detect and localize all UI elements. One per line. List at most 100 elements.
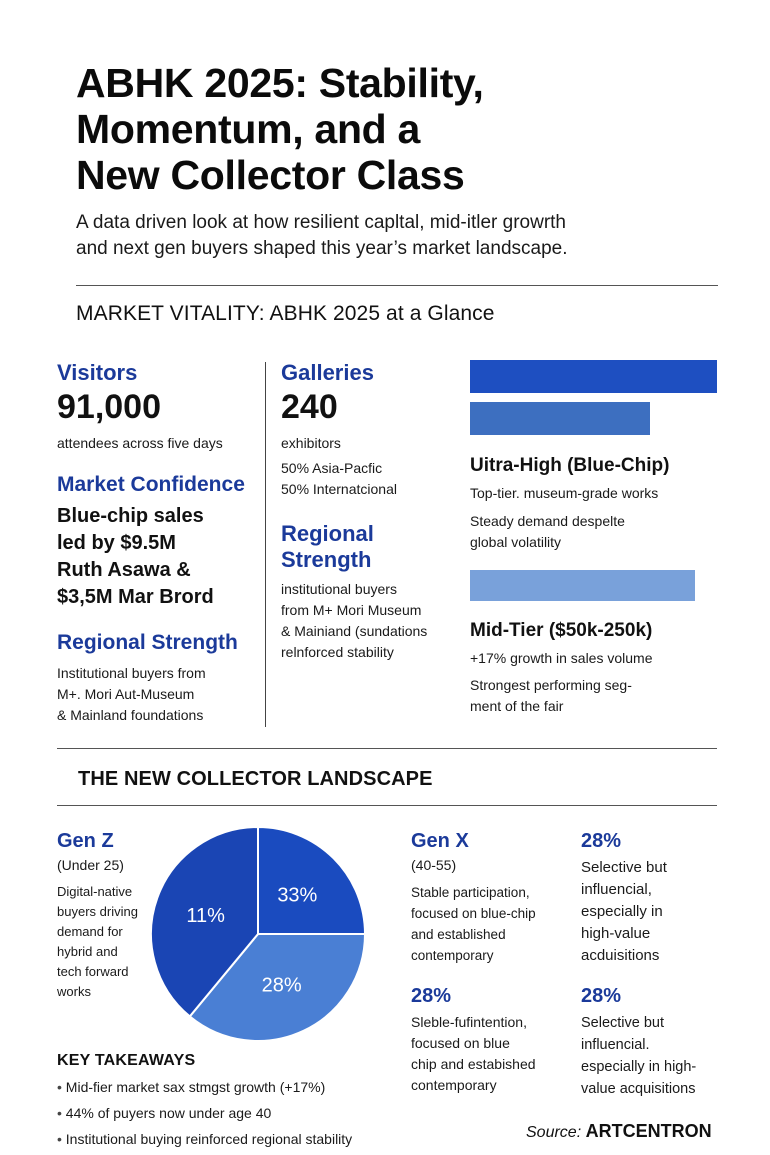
collector-pie-chart: 33% 28% 11%	[150, 825, 367, 1042]
col-a2-block: 28% Sleble-fufintention, focused on blue…	[411, 985, 581, 1096]
col-a2-line-4: contemporary	[411, 1077, 497, 1093]
genx-line-1: Stable participation,	[411, 885, 530, 900]
tier-bar-3	[470, 570, 695, 601]
takeaway-item: Mid-fier market sax stmgst growth (+17%)	[57, 1074, 417, 1100]
regional-left-block: Regional Strength Institutional buyers f…	[57, 631, 267, 726]
ultra-block: Uitra-High (Blue-Chip) Top-tier. museum-…	[470, 452, 730, 553]
genx-line-4: contemporary	[411, 948, 494, 963]
collectors-heading: THE NEW COLLECTOR LANDSCAPE	[78, 768, 433, 790]
col-b2-line-2: influencial.	[581, 1037, 650, 1053]
genx-label: Gen X	[411, 830, 469, 852]
col-a2-desc: Sleble-fufintention, focused on blue chi…	[411, 1012, 581, 1096]
visitors-label: Visitors	[57, 360, 138, 385]
col-b1-desc: Selective but influencial, especially in…	[581, 857, 731, 967]
genz-desc: Digital-native buyers driving demand for…	[57, 882, 167, 1002]
galleries-split-2: 50% Internatcional	[281, 481, 397, 497]
col-b1-line-4: high-value	[581, 925, 651, 942]
pie-slice-3	[150, 825, 259, 1018]
confidence-line-1: Blue-chip sales	[57, 505, 204, 527]
col-b1-pct: 28%	[581, 830, 622, 852]
confidence-label: Market Confidence	[57, 473, 245, 496]
col-b2-line-4: value acquisitions	[581, 1081, 696, 1097]
genz-age: (Under 25)	[57, 857, 124, 873]
col-a2-line-2: focused on blue	[411, 1035, 510, 1051]
genz-line-2: buyers driving	[57, 904, 138, 919]
confidence-line-2: led by $9.5M	[57, 532, 176, 554]
genz-line-1: Digital-native	[57, 884, 133, 899]
col-b1-line-3: especially in	[581, 903, 663, 920]
takeaways-list: Mid-fier market sax stmgst growth (+17%)…	[57, 1074, 417, 1152]
confidence-block: Market Confidence Blue-chip sales led by…	[57, 473, 267, 611]
regional-left-line-1: Institutional buyers from	[57, 665, 206, 681]
confidence-line-3: Ruth Asawa &	[57, 559, 191, 581]
col-b2-line-1: Selective but	[581, 1015, 665, 1031]
regional-left-label: Regional Strength	[57, 631, 238, 654]
galleries-value: 240	[281, 388, 338, 426]
genz-line-6: works	[57, 984, 91, 999]
pie-label-1: 33%	[277, 885, 317, 907]
takeaway-item: 44% of puyers now under age 40	[57, 1100, 417, 1126]
genx-block: Gen X (40-55) Stable participation, focu…	[411, 830, 571, 966]
galleries-block: Galleries 240 exhibitors 50% Asia-Pacfic…	[281, 360, 461, 500]
source-credit: Source: ARTCENTRON	[526, 1121, 712, 1142]
confidence-line-4: $3,5M Mar Brord	[57, 586, 214, 608]
source-name: ARTCENTRON	[585, 1121, 712, 1141]
galleries-label: Galleries	[281, 360, 374, 385]
divider-top	[76, 285, 718, 286]
source-label: Source:	[526, 1124, 582, 1141]
ultra-line-1: Top-tier. museum-grade works	[470, 485, 659, 501]
subtitle-line-1: A data driven look at how resilient capl…	[76, 212, 567, 233]
genz-line-4: hybrid and	[57, 944, 118, 959]
takeaways-heading: KEY TAKEAWAYS	[57, 1052, 196, 1069]
genx-age: (40-55)	[411, 857, 457, 873]
page-title: ABHK 2025: Stability, Momentum, and a Ne…	[76, 60, 736, 198]
takeaway-item: Institutional buying reinforced regional…	[57, 1126, 417, 1152]
col-a2-line-3: chip and estabished	[411, 1056, 536, 1072]
col-b2-line-3: especially in high-	[581, 1059, 697, 1075]
col-b2-pct: 28%	[581, 985, 622, 1007]
title-line-2: Momentum, and a	[76, 106, 421, 152]
tier-bar-1	[470, 360, 717, 393]
ultra-line-2: Steady demand despelte	[470, 513, 625, 529]
pie-label-2: 28%	[262, 974, 302, 996]
col-a2-line-1: Sleble-fufintention,	[411, 1014, 527, 1030]
regional-mid-line-4: relnforced stability	[281, 644, 394, 660]
regional-mid-label-2: Strength	[281, 547, 372, 572]
regional-left-line-3: & Mainland foundations	[57, 707, 204, 723]
visitors-block: Visitors 91,000 attendees across five da…	[57, 360, 267, 454]
genx-desc: Stable participation, focused on blue-ch…	[411, 882, 571, 966]
genx-line-3: and established	[411, 927, 506, 942]
genz-label: Gen Z	[57, 830, 114, 852]
pie-slice-2	[188, 933, 367, 1042]
pie-slice-1	[257, 825, 367, 935]
regional-mid-line-1: institutional buyers	[281, 581, 397, 597]
visitors-note: attendees across five days	[57, 435, 223, 451]
title-line-3: New Collector Class	[76, 152, 465, 198]
tier-bar-chart	[470, 360, 717, 601]
col-b1-block: 28% Selective but influencial, especiall…	[581, 830, 731, 967]
ultra-label: Uitra-High (Blue-Chip)	[470, 455, 670, 476]
regional-mid-line-3: & Mainiand (sundations	[281, 623, 428, 639]
takeaways-block: KEY TAKEAWAYS Mid-fier market sax stmgst…	[57, 1052, 417, 1152]
column-divider	[265, 362, 266, 727]
pie-label-3: 11%	[186, 905, 225, 927]
mid-tier-line-2: Strongest performing seg-	[470, 677, 632, 693]
visitors-value: 91,000	[57, 388, 161, 426]
col-b2-block: 28% Selective but influencial. especiall…	[581, 985, 731, 1100]
divider-mid	[57, 748, 717, 749]
genx-line-2: focused on blue-chip	[411, 906, 536, 921]
col-b1-line-2: influencial,	[581, 881, 652, 898]
regional-mid-block: Regional Strength institutional buyers f…	[281, 521, 461, 663]
title-line-1: ABHK 2025: Stability,	[76, 60, 484, 106]
genz-block: Gen Z (Under 25) Digital-native buyers d…	[57, 830, 167, 1002]
mid-tier-line-1: +17% growth in sales volume	[470, 650, 653, 666]
mid-tier-label: Mid-Tier ($50k-250k)	[470, 620, 653, 641]
genz-line-3: demand for	[57, 924, 123, 939]
subtitle-line-2: and next gen buyers shaped this year’s m…	[76, 238, 568, 259]
galleries-note: exhibitors	[281, 435, 341, 451]
col-a2-pct: 28%	[411, 985, 452, 1007]
genz-line-5: tech forward	[57, 964, 129, 979]
galleries-split-1: 50% Asia-Pacfic	[281, 460, 383, 476]
tier-bar-2	[470, 402, 650, 435]
mid-tier-line-3: ment of the fair	[470, 698, 564, 714]
